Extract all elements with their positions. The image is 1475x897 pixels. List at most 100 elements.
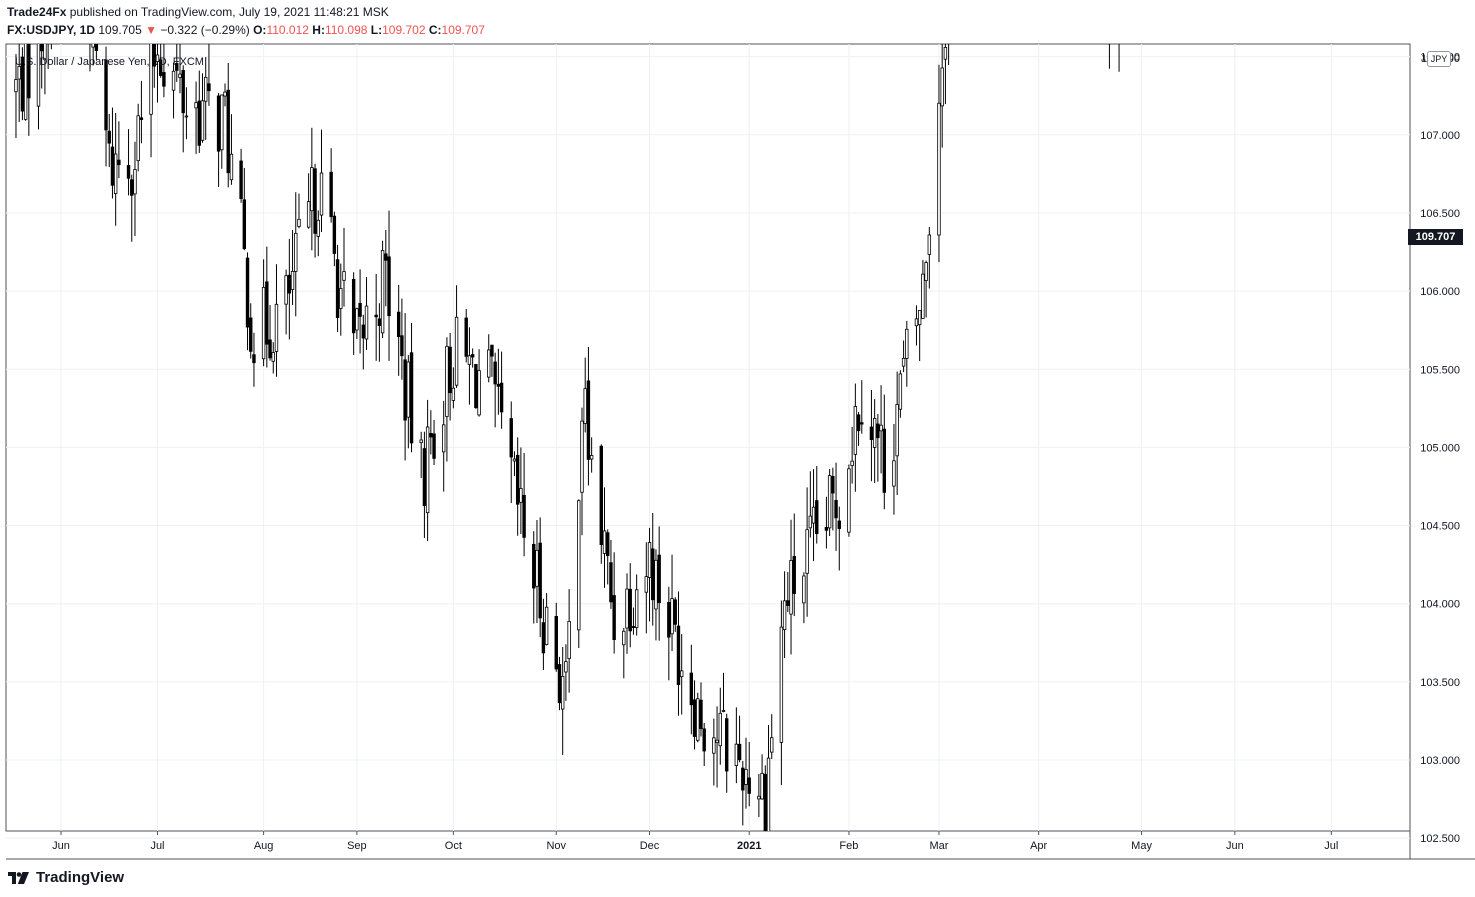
y-tick-label: 102.500 <box>1420 833 1460 845</box>
candle-body <box>425 426 430 514</box>
low-value: 109.702 <box>382 23 426 37</box>
candle-body <box>158 59 163 76</box>
candle-body <box>676 625 681 686</box>
candle-body <box>287 274 292 294</box>
candle-body <box>297 218 301 227</box>
candle-body <box>470 354 475 358</box>
candle-body <box>898 373 903 410</box>
candle-body <box>583 388 587 424</box>
candle-body <box>532 543 536 589</box>
candle-body <box>805 529 809 574</box>
candle-body <box>628 588 632 632</box>
ohlc-line: FX:USDJPY, 1D 109.705 ▼ −0.322 (−0.29%) … <box>7 23 485 37</box>
candle-body <box>808 515 813 529</box>
candle-body <box>692 699 697 737</box>
x-tick-label: Sep <box>347 840 367 852</box>
candle-body <box>737 743 742 761</box>
candle-body <box>117 159 121 166</box>
candle-body <box>625 588 629 629</box>
open-value: 110.012 <box>266 23 309 37</box>
candle-body <box>860 422 864 425</box>
candle-body <box>892 460 896 487</box>
x-tick-label: May <box>1131 840 1152 852</box>
candle-body <box>567 621 571 660</box>
brand-name[interactable]: TradingView <box>36 869 125 886</box>
publish-info: Trade24Fx published on TradingView.com, … <box>7 5 389 19</box>
candle-body <box>91 44 95 48</box>
lower-channel-line <box>1109 0 1424 25</box>
down-arrow-icon: ▼ <box>145 23 157 37</box>
candle-body <box>329 171 333 218</box>
candle-body <box>490 344 494 357</box>
y-tick-label: 106.000 <box>1420 286 1460 298</box>
candle-body <box>770 737 774 753</box>
candle-body <box>384 253 388 261</box>
candle-body <box>538 542 542 619</box>
candle-body <box>487 349 491 378</box>
candle-body <box>847 468 851 533</box>
candle-body <box>647 542 652 578</box>
x-tick-label: Jul <box>150 840 164 852</box>
candle-body <box>448 346 452 394</box>
candle-body <box>786 600 790 606</box>
candle-body <box>403 359 407 421</box>
y-tick-label: 105.500 <box>1420 364 1460 376</box>
candle-body <box>271 352 275 362</box>
candle-body <box>342 271 346 281</box>
x-tick-label: 2021 <box>737 840 761 852</box>
publish-date: published on TradingView.com, July 19, 2… <box>69 5 389 19</box>
candle-body <box>175 63 179 71</box>
candle-body <box>512 458 517 462</box>
candle-body <box>94 44 99 51</box>
candle-body <box>294 232 298 272</box>
candle-body <box>130 179 134 196</box>
candle-body <box>14 79 18 93</box>
candle-body <box>760 773 764 800</box>
candle-body <box>519 488 523 503</box>
candle-body <box>429 433 433 438</box>
candle-body <box>702 728 706 752</box>
candle-body <box>850 460 854 466</box>
x-tick-label: Apr <box>1030 840 1047 852</box>
candle-body <box>712 737 716 754</box>
candle-body <box>406 361 411 418</box>
candle-body <box>815 500 819 534</box>
publisher-name[interactable]: Trade24Fx <box>7 5 67 19</box>
candle-body <box>943 46 948 60</box>
y-tick-label: 106.500 <box>1420 208 1460 220</box>
candle-body <box>560 676 565 710</box>
candle-body <box>223 91 227 97</box>
candle-body <box>599 445 603 546</box>
candle-body <box>667 602 671 638</box>
high-label: H: <box>312 23 325 37</box>
candle-body <box>355 308 359 331</box>
candle-body <box>544 606 549 645</box>
candle-body <box>171 70 176 91</box>
candle-body <box>734 743 739 766</box>
candle-body <box>679 670 684 678</box>
candle-body <box>499 382 504 413</box>
tradingview-logo-icon[interactable] <box>8 871 30 885</box>
candle-body <box>126 165 131 179</box>
candle-body <box>43 44 47 61</box>
candle-body <box>313 168 317 234</box>
candle-body <box>914 318 919 327</box>
candle-body <box>274 303 279 352</box>
candle-body <box>181 70 185 114</box>
candle-body <box>50 0 53 18</box>
candle-body <box>763 773 768 831</box>
candle-body <box>876 423 880 439</box>
candle-body <box>396 311 401 338</box>
candle-body <box>387 256 391 317</box>
candle-body <box>541 622 546 654</box>
candle-body <box>602 530 607 554</box>
currency-badge[interactable]: JPY <box>1427 51 1451 67</box>
candle-body <box>631 626 636 629</box>
candle-body <box>741 767 745 791</box>
candle-body <box>670 598 674 635</box>
candle-body <box>872 418 877 448</box>
candle-body <box>789 560 793 615</box>
x-tick-label: Nov <box>546 840 566 852</box>
candle-body <box>831 476 835 494</box>
